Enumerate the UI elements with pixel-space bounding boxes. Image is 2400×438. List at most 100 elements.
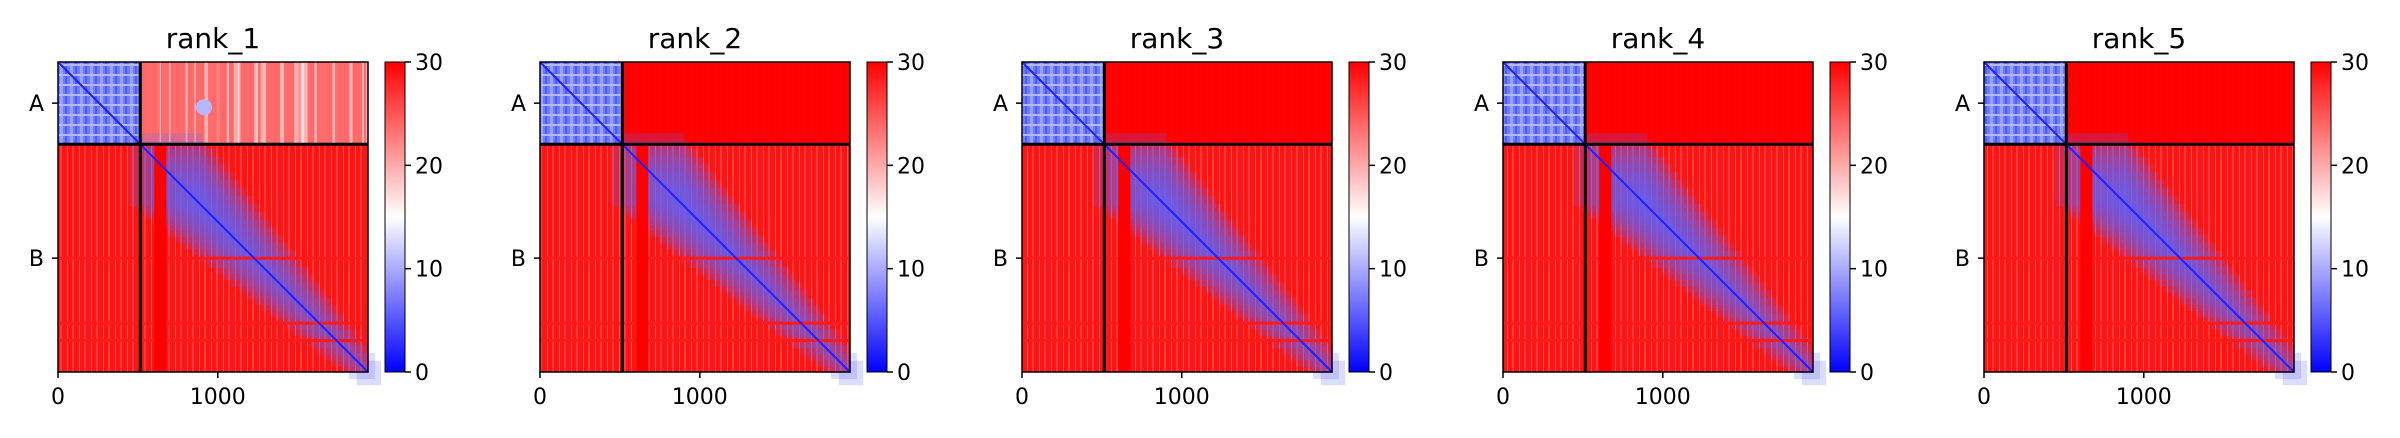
gap-stripe-h bbox=[1022, 338, 1332, 342]
x-tick-label: 1000 bbox=[1635, 385, 1691, 410]
block-ab-stripe bbox=[243, 62, 247, 145]
panel-title: rank_1 bbox=[166, 22, 260, 55]
colorbar-tick-label: 10 bbox=[2341, 258, 2369, 283]
colorbar-tick-label: 20 bbox=[1860, 154, 1888, 179]
block-ab bbox=[1104, 62, 1332, 145]
gap-stripe-v bbox=[636, 144, 649, 372]
block-ab-stripe bbox=[276, 62, 278, 145]
colorbar-tick-label: 30 bbox=[415, 51, 443, 76]
block-ab-stripe bbox=[297, 62, 302, 145]
block-ab-spot bbox=[196, 99, 213, 116]
gap-stripe-v bbox=[1118, 144, 1131, 372]
block-ab-stripe bbox=[216, 62, 219, 145]
block-ab-stripe bbox=[178, 62, 181, 145]
x-tick-label: 0 bbox=[1977, 385, 1991, 410]
gap-stripe-h bbox=[1984, 338, 2294, 342]
block-ab bbox=[1585, 62, 1813, 145]
y-tick-label: A bbox=[1474, 92, 1489, 117]
colorbar bbox=[2310, 61, 2332, 373]
x-tick-label: 0 bbox=[533, 385, 547, 410]
block-ab-stripe bbox=[154, 62, 157, 145]
block-ab-stripe bbox=[222, 62, 226, 145]
colorbar-tick-label: 20 bbox=[1379, 154, 1407, 179]
panel-title: rank_5 bbox=[2092, 22, 2186, 55]
colorbar-tick-label: 10 bbox=[415, 258, 443, 283]
gap-stripe-h bbox=[540, 321, 850, 325]
y-tick-label: A bbox=[1955, 92, 1970, 117]
block-ab-stripe bbox=[169, 62, 171, 145]
gap-stripe-h bbox=[540, 338, 850, 342]
axes-frame bbox=[1502, 61, 1814, 373]
colorbar-tick-label: 0 bbox=[2341, 361, 2355, 386]
colorbar bbox=[1348, 61, 1370, 373]
x-tick-label: 0 bbox=[51, 385, 65, 410]
axes-frame bbox=[539, 61, 851, 373]
diagonal-line bbox=[1021, 61, 1333, 373]
block-ab-stripe bbox=[249, 62, 253, 145]
colorbar-tick-label: 10 bbox=[897, 258, 925, 283]
block-ab-stripe bbox=[254, 62, 259, 145]
block-ab-stripe bbox=[141, 62, 146, 145]
block-ab-stripe bbox=[262, 62, 267, 145]
x-tick-label: 0 bbox=[1496, 385, 1510, 410]
block-ab-stripe bbox=[171, 62, 174, 145]
colorbar-tick-label: 0 bbox=[1379, 361, 1393, 386]
gap-stripe-v bbox=[154, 144, 167, 372]
axes-frame bbox=[57, 61, 369, 373]
heatmap-panel-5: rank_5 A B 0 1000 0 10 20 30 bbox=[1955, 22, 2369, 410]
gap-stripe-h bbox=[1503, 256, 1813, 260]
diagonal-line bbox=[539, 61, 851, 373]
gap-stripe-h bbox=[1503, 321, 1813, 325]
gap-stripe-h bbox=[1022, 256, 1332, 260]
block-ab-stripe bbox=[305, 62, 308, 145]
block-ab-stripe bbox=[328, 62, 333, 145]
block-ab-stripe bbox=[274, 62, 277, 145]
x-tick-label: 1000 bbox=[190, 385, 246, 410]
colorbar-tick-label: 20 bbox=[415, 154, 443, 179]
block-ab bbox=[2066, 62, 2294, 145]
block-ab-stripe bbox=[362, 62, 365, 145]
y-tick-label: B bbox=[1474, 247, 1489, 272]
block-ab-stripe bbox=[349, 62, 353, 145]
axes-frame bbox=[1983, 61, 2295, 373]
colorbar bbox=[866, 61, 888, 373]
block-ab-stripe bbox=[176, 62, 179, 145]
y-tick-label: B bbox=[1955, 247, 1970, 272]
block-ab-stripe bbox=[294, 62, 297, 145]
colorbar bbox=[384, 61, 406, 373]
block-ab-stripe bbox=[231, 62, 234, 145]
block-ab-stripe bbox=[234, 62, 238, 145]
block-ab-stripe bbox=[353, 62, 356, 145]
block-ab-stripe bbox=[296, 62, 300, 145]
colorbar-tick-label: 10 bbox=[1379, 258, 1407, 283]
colorbar-tick-label: 20 bbox=[2341, 154, 2369, 179]
block-ab-stripe bbox=[280, 62, 285, 145]
gap-stripe-h bbox=[1984, 321, 2294, 325]
block-ab-stripe bbox=[314, 62, 317, 145]
block-ab-stripe bbox=[159, 62, 162, 145]
panel-title: rank_4 bbox=[1611, 22, 1705, 55]
y-tick-label: A bbox=[29, 92, 44, 117]
heatmap-panel-1: rank_1 A B 0 1000 0 10 20 30 bbox=[29, 22, 443, 410]
gap-stripe-h bbox=[58, 256, 368, 260]
block-ab-stripe bbox=[342, 62, 347, 145]
block-ab bbox=[622, 62, 850, 145]
y-tick-label: B bbox=[511, 247, 526, 272]
block-ab-stripe bbox=[194, 62, 196, 145]
colorbar-tick-label: 30 bbox=[2341, 51, 2369, 76]
block-ab-stripe bbox=[301, 62, 304, 145]
block-ab-stripe bbox=[226, 62, 230, 145]
x-tick-label: 1000 bbox=[1154, 385, 1210, 410]
colorbar-tick-label: 0 bbox=[415, 361, 429, 386]
block-ab-stripe bbox=[270, 62, 273, 145]
colorbar-tick-label: 30 bbox=[897, 51, 925, 76]
diagonal-line bbox=[1983, 61, 2295, 373]
heatmap-panel-2: rank_2 A B 0 1000 0 10 20 30 bbox=[511, 22, 925, 410]
colorbar-tick-label: 0 bbox=[897, 361, 911, 386]
y-tick-label: B bbox=[29, 247, 44, 272]
colorbar-tick-label: 20 bbox=[897, 154, 925, 179]
y-tick-label: A bbox=[993, 92, 1008, 117]
gap-stripe-h bbox=[540, 256, 850, 260]
x-tick-label: 0 bbox=[1015, 385, 1029, 410]
colorbar bbox=[1829, 61, 1851, 373]
